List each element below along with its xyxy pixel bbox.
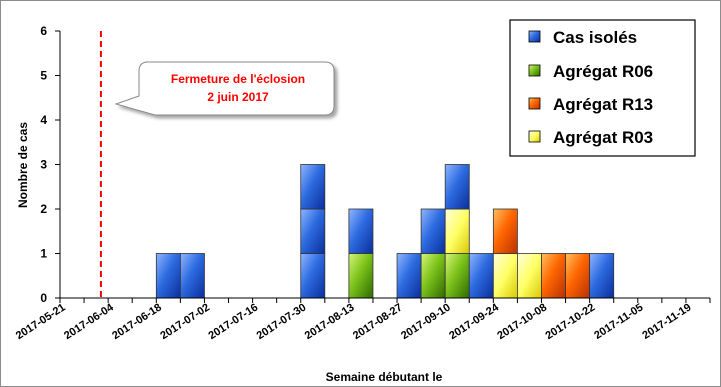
- bar-agr-gat-r03-2017-09-24: [492, 253, 518, 299]
- bar-agr-gat-r13-2017-10-15: [565, 253, 591, 299]
- legend-label-cas-isoles: Cas isolés: [553, 28, 637, 47]
- bar-cas-isol-s-2017-06-18: [155, 253, 181, 299]
- bar-cas-isol-s-2017-09-10: [444, 164, 470, 210]
- callout-shape: [114, 61, 335, 116]
- annotation-callout: [114, 61, 335, 116]
- bar-agr-gat-r06-2017-08-13: [348, 253, 374, 299]
- x-tick-label-2017-09-10: 2017-09-10: [399, 301, 453, 342]
- bar-cas-isol-s-2017-07-30: [300, 253, 326, 299]
- bar-agr-gat-r13-2017-09-24: [492, 208, 518, 254]
- y-tick-label-3: 3: [40, 158, 47, 172]
- bar-cas-isol-s-2017-06-25: [179, 253, 205, 299]
- bar-agr-gat-r03-2017-09-10: [444, 208, 470, 254]
- x-tick-label-2017-11-05: 2017-11-05: [592, 301, 645, 341]
- bar-cas-isol-s-2017-09-03: [420, 208, 446, 254]
- bar-cas-isol-s-2017-07-30: [300, 164, 326, 210]
- x-tick-label-2017-05-21: 2017-05-21: [14, 301, 68, 342]
- bar-agr-gat-r13-2017-10-08: [541, 253, 566, 299]
- legend-label-r03: Agrégat R03: [553, 128, 653, 147]
- legend-swatch-r03: [528, 130, 541, 143]
- y-tick-label-0: 0: [40, 291, 47, 305]
- bar-agr-gat-r06-2017-09-03: [420, 253, 446, 299]
- legend-label-r06: Agrégat R06: [553, 62, 653, 81]
- x-tick-label-2017-08-27: 2017-08-27: [351, 301, 405, 342]
- bar-agr-gat-r06-2017-09-10: [444, 253, 470, 299]
- x-tick-label-2017-07-30: 2017-07-30: [255, 301, 309, 342]
- legend-swatch-r06: [528, 64, 541, 77]
- legend-swatch-cas-isoles: [528, 30, 541, 43]
- x-tick-label-2017-07-02: 2017-07-02: [158, 301, 212, 342]
- y-tick-label-1: 1: [40, 247, 47, 261]
- x-tick-label-2017-09-24: 2017-09-24: [447, 301, 501, 342]
- x-axis-label: Semaine débutant le: [326, 370, 443, 384]
- annotation-line2: 2 juin 2017: [207, 90, 269, 104]
- y-tick-label-4: 4: [40, 113, 47, 127]
- legend: Cas isolés Agrégat R06 Agrégat R13 Agrég…: [509, 19, 696, 157]
- annotation-line1: Fermeture de l'éclosion: [171, 72, 305, 86]
- legend-label-r13: Agrégat R13: [553, 95, 653, 114]
- bar-cas-isol-s-2017-09-17: [468, 253, 494, 299]
- x-tick-label-2017-06-04: 2017-06-04: [62, 301, 116, 342]
- bar-cas-isol-s-2017-07-30: [300, 208, 326, 254]
- bar-cas-isol-s-2017-10-22: [589, 253, 615, 299]
- x-tick-label-2017-08-13: 2017-08-13: [303, 301, 357, 342]
- legend-box: [509, 19, 696, 157]
- y-tick-label-2: 2: [40, 202, 47, 216]
- y-axis-label: Nombre de cas: [16, 122, 30, 208]
- y-tick-label-6: 6: [40, 24, 47, 38]
- legend-swatch-r13: [528, 97, 541, 110]
- bar-cas-isol-s-2017-08-13: [348, 208, 374, 254]
- y-tick-label-5: 5: [40, 69, 47, 83]
- bar-agr-gat-r03-2017-10-01: [517, 253, 542, 299]
- bar-cas-isol-s-2017-08-27: [396, 253, 422, 299]
- x-tick-label-2017-10-22: 2017-10-22: [544, 301, 598, 342]
- x-tick-label-2017-11-19: 2017-11-19: [640, 301, 693, 341]
- x-tick-label-2017-07-16: 2017-07-16: [206, 301, 260, 342]
- x-tick-label-2017-06-18: 2017-06-18: [110, 301, 164, 342]
- x-tick-label-2017-10-08: 2017-10-08: [495, 301, 549, 342]
